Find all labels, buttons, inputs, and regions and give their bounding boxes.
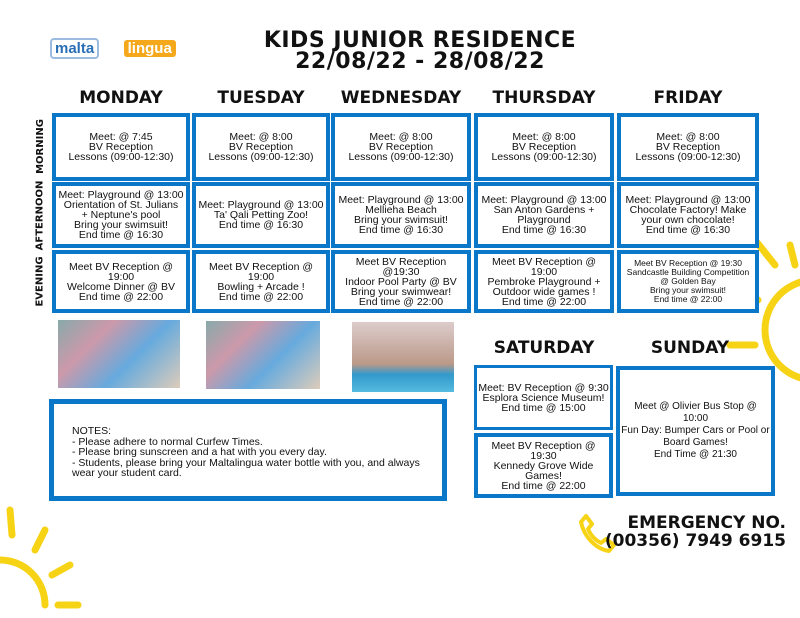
maltalingua-logo: malta lingua bbox=[50, 38, 176, 59]
row-label-evening: EVENING bbox=[34, 255, 46, 307]
day-header-saturday: SATURDAY bbox=[493, 338, 595, 358]
day-header-monday: MONDAY bbox=[79, 88, 163, 108]
day-header-sunday: SUNDAY bbox=[650, 338, 730, 358]
logo-text-malta: malta bbox=[50, 38, 100, 59]
day-header-thursday: THURSDAY bbox=[492, 88, 596, 108]
thursday-afternoon-cell: Meet: Playground @ 13:00 San Anton Garde… bbox=[474, 182, 614, 248]
notes-box: NOTES: - Please adhere to normal Curfew … bbox=[49, 399, 447, 501]
monday-afternoon-cell: Meet: Playground @ 13:00 Orientation of … bbox=[52, 182, 190, 248]
sunday-cell: Meet @ Olivier Bus Stop @ 10:00 Fun Day:… bbox=[616, 366, 775, 496]
monday-evening-cell: Meet BV Reception @ 19:00 Welcome Dinner… bbox=[52, 250, 190, 313]
day-header-tuesday: TUESDAY bbox=[217, 88, 305, 108]
wednesday-morning-cell: Meet: @ 8:00 BV Reception Lessons (09:00… bbox=[331, 113, 471, 181]
emergency-number: (00356) 7949 6915 bbox=[604, 531, 786, 551]
day-header-wednesday: WEDNESDAY bbox=[340, 88, 462, 108]
row-label-morning: MORNING bbox=[34, 119, 46, 174]
wednesday-afternoon-cell: Meet: Playground @ 13:00 Mellieha Beach … bbox=[331, 182, 471, 248]
friday-morning-cell: Meet: @ 8:00 BV Reception Lessons (09:00… bbox=[617, 113, 759, 181]
row-label-afternoon: AFTERNOON bbox=[34, 180, 46, 250]
photo-group-pool bbox=[352, 322, 454, 392]
saturday-evening-cell: Meet BV Reception @ 19:30 Kennedy Grove … bbox=[474, 433, 613, 498]
friday-afternoon-cell: Meet: Playground @ 13:00 Chocolate Facto… bbox=[617, 182, 759, 248]
logo-text-lingua: lingua bbox=[123, 40, 176, 57]
tuesday-afternoon-cell: Meet: Playground @ 13:00 Ta' Qali Pettin… bbox=[192, 182, 330, 248]
emergency-label: EMERGENCY NO. bbox=[627, 513, 787, 533]
wednesday-evening-cell: Meet BV Reception @19:30 Indoor Pool Par… bbox=[331, 250, 471, 313]
tuesday-evening-cell: Meet BV Reception @ 19:00 Bowling + Arca… bbox=[192, 250, 330, 313]
photo-group-beach bbox=[206, 321, 320, 389]
tuesday-morning-cell: Meet: @ 8:00 BV Reception Lessons (09:00… bbox=[192, 113, 330, 181]
phone-icon bbox=[579, 514, 616, 553]
monday-morning-cell: Meet: @ 7:45 BV Reception Lessons (09:00… bbox=[52, 113, 190, 181]
page-title: KIDS JUNIOR RESIDENCE bbox=[263, 28, 577, 53]
friday-evening-cell: Meet BV Reception @ 19:30 Sandcastle Bui… bbox=[617, 250, 759, 313]
thursday-evening-cell: Meet BV Reception @ 19:00 Pembroke Playg… bbox=[474, 250, 614, 313]
day-header-friday: FRIDAY bbox=[653, 88, 723, 108]
thursday-morning-cell: Meet: @ 8:00 BV Reception Lessons (09:00… bbox=[474, 113, 614, 181]
saturday-day-cell: Meet: BV Reception @ 9:30 Esplora Scienc… bbox=[474, 365, 613, 430]
date-range: 22/08/22 - 28/08/22 bbox=[295, 49, 545, 74]
photo-group-aerial bbox=[58, 320, 180, 388]
